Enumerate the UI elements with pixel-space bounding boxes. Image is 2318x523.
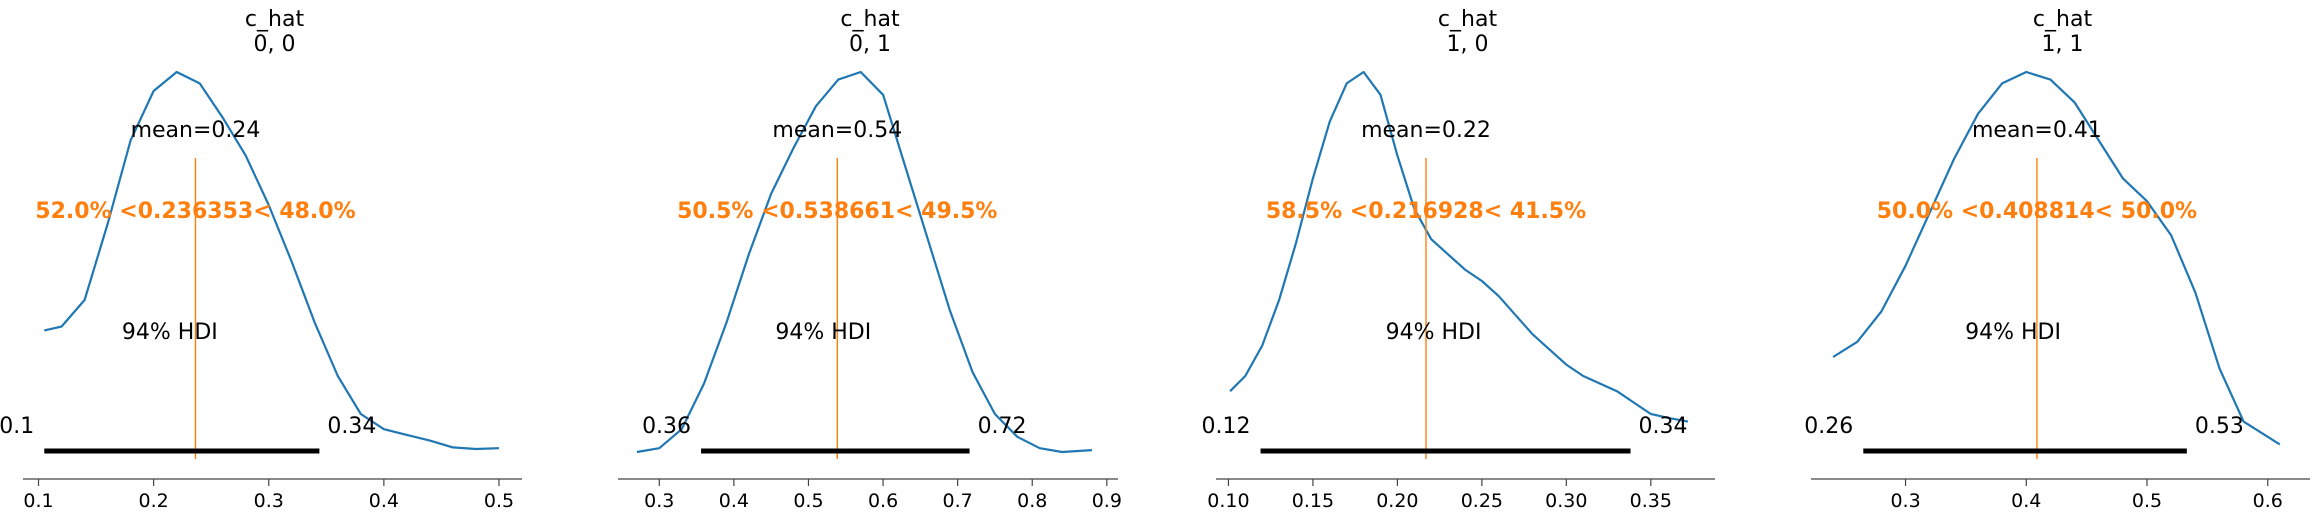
panel-subtitle: 1, 0 xyxy=(1447,32,1489,57)
reference-label: 58.5% <0.216928< 41.5% xyxy=(1266,199,1586,224)
hdi-label: 94% HDI xyxy=(1965,320,2061,345)
x-tick-label: 0.4 xyxy=(369,490,399,512)
density-curve xyxy=(1832,70,2281,446)
panel-title: c_hat xyxy=(2033,7,2093,32)
mean-label: mean=0.41 xyxy=(1972,118,2102,143)
mean-label: mean=0.24 xyxy=(131,118,261,143)
reference-label: 50.5% <0.538661< 49.5% xyxy=(677,199,997,224)
x-tick-label: 0.4 xyxy=(2011,490,2041,512)
x-tick-label: 0.5 xyxy=(484,490,514,512)
panel-title: c_hat xyxy=(245,7,305,32)
x-tick-label: 0.25 xyxy=(1461,490,1503,512)
hdi-low-label: 0.36 xyxy=(642,414,691,439)
x-tick-label: 0.5 xyxy=(2132,490,2162,512)
x-tick-label: 0.1 xyxy=(23,490,53,512)
x-tick-label: 0.6 xyxy=(868,490,898,512)
x-tick-label: 0.3 xyxy=(644,490,674,512)
mean-label: mean=0.54 xyxy=(772,118,902,143)
x-tick-label: 0.3 xyxy=(254,490,284,512)
x-tick-label: 0.35 xyxy=(1630,490,1672,512)
density-curve xyxy=(1229,70,1689,423)
x-tick-label: 0.15 xyxy=(1292,490,1334,512)
hdi-high-label: 0.34 xyxy=(1639,414,1688,439)
density-curve xyxy=(44,70,500,451)
hdi-label: 94% HDI xyxy=(1386,320,1482,345)
x-tick-label: 0.10 xyxy=(1207,490,1249,512)
x-tick-label: 0.9 xyxy=(1092,490,1122,512)
x-tick-label: 0.3 xyxy=(1890,490,1920,512)
x-tick-label: 0.2 xyxy=(139,490,169,512)
panel-title: c_hat xyxy=(1438,7,1498,32)
hdi-low-label: 0.12 xyxy=(1202,414,1251,439)
mean-label: mean=0.22 xyxy=(1361,118,1491,143)
reference-label: 52.0% <0.236353< 48.0% xyxy=(35,199,355,224)
x-tick-label: 0.30 xyxy=(1545,490,1587,512)
hdi-high-label: 0.34 xyxy=(327,414,376,439)
reference-label: 50.0% <0.408814< 50.0% xyxy=(1877,199,2197,224)
panel-title: c_hat xyxy=(840,7,900,32)
panel-subtitle: 1, 1 xyxy=(2042,32,2084,57)
panel-subtitle: 0, 1 xyxy=(849,32,891,57)
x-tick-label: 0.7 xyxy=(943,490,973,512)
hdi-low-label: 0.26 xyxy=(1804,414,1853,439)
x-tick-label: 0.20 xyxy=(1376,490,1418,512)
x-tick-label: 0.4 xyxy=(719,490,749,512)
hdi-high-label: 0.53 xyxy=(2195,414,2244,439)
hdi-label: 94% HDI xyxy=(775,320,871,345)
x-tick-label: 0.6 xyxy=(2253,490,2283,512)
x-tick-label: 0.8 xyxy=(1017,490,1047,512)
hdi-high-label: 0.72 xyxy=(978,414,1027,439)
density-curve xyxy=(636,70,1092,454)
panel-subtitle: 0, 0 xyxy=(254,32,296,57)
x-tick-label: 0.5 xyxy=(793,490,823,512)
hdi-low-label: 0.1 xyxy=(0,414,34,439)
hdi-label: 94% HDI xyxy=(122,320,218,345)
